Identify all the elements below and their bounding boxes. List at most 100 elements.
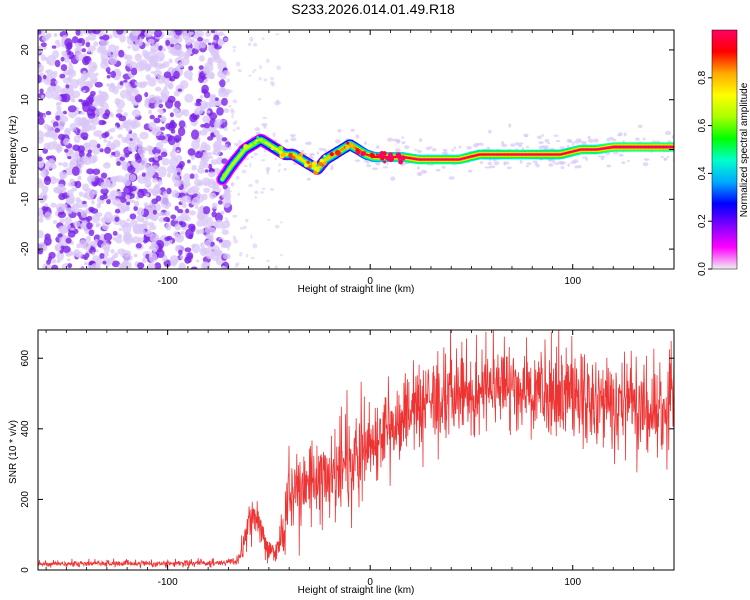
- noise-speck: [46, 263, 51, 269]
- noise-speck: [133, 253, 138, 258]
- noise-speck: [137, 262, 145, 269]
- halo-speck: [304, 142, 309, 145]
- noise-speck: [214, 30, 218, 34]
- noise-speck: [252, 243, 258, 249]
- noise-speck: [51, 85, 55, 90]
- noise-speck: [157, 189, 162, 195]
- noise-speck: [245, 218, 249, 223]
- noise-speck: [142, 81, 148, 87]
- noise-speck: [174, 100, 181, 109]
- noise-speck: [261, 187, 266, 190]
- noise-speck: [228, 104, 232, 108]
- noise-speck: [260, 191, 265, 194]
- noise-speck: [85, 36, 90, 43]
- noise-speck: [243, 165, 248, 168]
- noise-speck: [181, 202, 187, 208]
- snr-xlabel: Height of straight line (km): [298, 585, 415, 596]
- noise-speck: [270, 187, 274, 192]
- noise-speck: [201, 89, 208, 94]
- noise-speck: [127, 45, 131, 49]
- noise-speck: [157, 155, 163, 161]
- halo-speck: [363, 141, 367, 145]
- noise-speck: [79, 266, 84, 269]
- noise-speck: [263, 148, 267, 153]
- noise-speck: [249, 162, 252, 168]
- noise-speck: [223, 239, 232, 248]
- noise-speck: [260, 159, 266, 162]
- noise-speck: [157, 179, 163, 186]
- noise-speck: [38, 117, 45, 125]
- noise-speck: [137, 207, 145, 217]
- noise-speck: [71, 251, 76, 256]
- noise-speck: [155, 86, 162, 92]
- halo-speck: [606, 164, 612, 168]
- noise-speck: [174, 205, 179, 211]
- noise-speck: [174, 109, 183, 118]
- noise-speck: [107, 257, 114, 265]
- noise-speck: [38, 180, 45, 189]
- noise-speck: [207, 136, 214, 141]
- noise-speck: [112, 198, 121, 206]
- ridge-blob: [262, 138, 266, 142]
- halo-speck: [274, 157, 277, 161]
- noise-speck: [154, 62, 159, 67]
- noise-speck: [86, 222, 93, 230]
- noise-speck: [60, 56, 65, 62]
- noise-speck: [50, 78, 57, 87]
- ridge-blob: [261, 141, 264, 144]
- noise-speck: [191, 129, 199, 140]
- halo-speck: [643, 158, 650, 161]
- noise-speck: [215, 256, 224, 266]
- spectrogram-y-tick-label: -10: [20, 192, 31, 207]
- noise-speck: [169, 112, 174, 118]
- noise-speck: [131, 30, 141, 37]
- noise-speck: [122, 250, 132, 258]
- noise-speck: [195, 102, 202, 107]
- noise-speck: [51, 45, 57, 49]
- halo-speck: [621, 161, 626, 164]
- noise-speck: [227, 254, 231, 260]
- noise-speck: [235, 263, 238, 268]
- noise-speck: [164, 236, 171, 242]
- noise-speck: [61, 203, 68, 210]
- spectrogram-y-tick-label: -20: [20, 241, 31, 256]
- halo-speck: [254, 127, 260, 132]
- noise-speck: [263, 78, 268, 82]
- ridge-blob: [278, 150, 283, 154]
- noise-speck: [146, 145, 153, 152]
- colorbar-tick-label: 0.6: [697, 118, 708, 132]
- noise-speck: [52, 50, 60, 59]
- ridge-blob: [346, 141, 350, 145]
- noise-speck: [278, 169, 281, 173]
- noise-speck: [248, 74, 252, 77]
- noise-speck: [198, 75, 205, 84]
- noise-speck: [196, 219, 204, 227]
- noise-speck: [165, 223, 172, 231]
- noise-speck: [205, 38, 210, 43]
- noise-speck: [169, 150, 176, 158]
- noise-speck: [187, 189, 193, 193]
- noise-speck: [43, 74, 47, 80]
- noise-speck: [56, 183, 65, 192]
- noise-speck: [197, 181, 203, 187]
- noise-speck: [151, 198, 159, 205]
- noise-speck: [184, 54, 189, 60]
- noise-speck: [104, 162, 109, 166]
- noise-speck: [81, 209, 88, 219]
- halo-speck: [666, 155, 669, 159]
- noise-speck: [64, 167, 74, 176]
- noise-speck: [47, 141, 55, 151]
- noise-speck: [96, 143, 101, 149]
- noise-speck: [231, 181, 234, 186]
- noise-speck: [124, 82, 131, 89]
- spectrogram-x-tick-label: 0: [367, 276, 373, 287]
- noise-speck: [184, 216, 191, 222]
- noise-speck: [121, 136, 127, 144]
- noise-speck: [178, 220, 184, 226]
- noise-speck: [235, 175, 240, 180]
- noise-speck: [227, 245, 230, 251]
- ridge-blob: [322, 161, 327, 166]
- noise-speck: [73, 220, 81, 228]
- noise-speck: [205, 232, 214, 240]
- noise-speck: [100, 188, 109, 195]
